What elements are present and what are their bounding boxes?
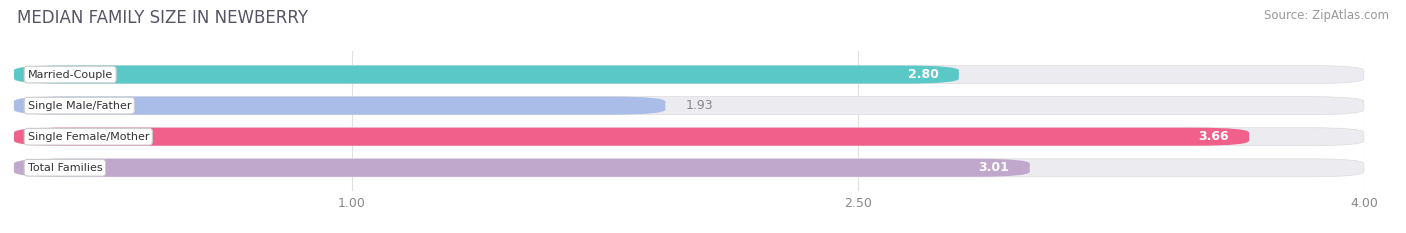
Text: Source: ZipAtlas.com: Source: ZipAtlas.com bbox=[1264, 9, 1389, 22]
Text: MEDIAN FAMILY SIZE IN NEWBERRY: MEDIAN FAMILY SIZE IN NEWBERRY bbox=[17, 9, 308, 27]
FancyBboxPatch shape bbox=[14, 159, 1364, 177]
FancyBboxPatch shape bbox=[14, 97, 665, 115]
Text: 3.66: 3.66 bbox=[1198, 130, 1229, 143]
Text: Single Female/Mother: Single Female/Mother bbox=[28, 132, 149, 142]
Text: Total Families: Total Families bbox=[28, 163, 103, 173]
Text: Single Male/Father: Single Male/Father bbox=[28, 101, 131, 111]
Text: 3.01: 3.01 bbox=[979, 161, 1010, 174]
FancyBboxPatch shape bbox=[14, 65, 959, 84]
FancyBboxPatch shape bbox=[14, 128, 1364, 146]
Text: Married-Couple: Married-Couple bbox=[28, 70, 112, 79]
FancyBboxPatch shape bbox=[14, 128, 1249, 146]
FancyBboxPatch shape bbox=[14, 97, 1364, 115]
FancyBboxPatch shape bbox=[14, 159, 1029, 177]
Text: 1.93: 1.93 bbox=[686, 99, 713, 112]
FancyBboxPatch shape bbox=[14, 65, 1364, 84]
Text: 2.80: 2.80 bbox=[908, 68, 939, 81]
